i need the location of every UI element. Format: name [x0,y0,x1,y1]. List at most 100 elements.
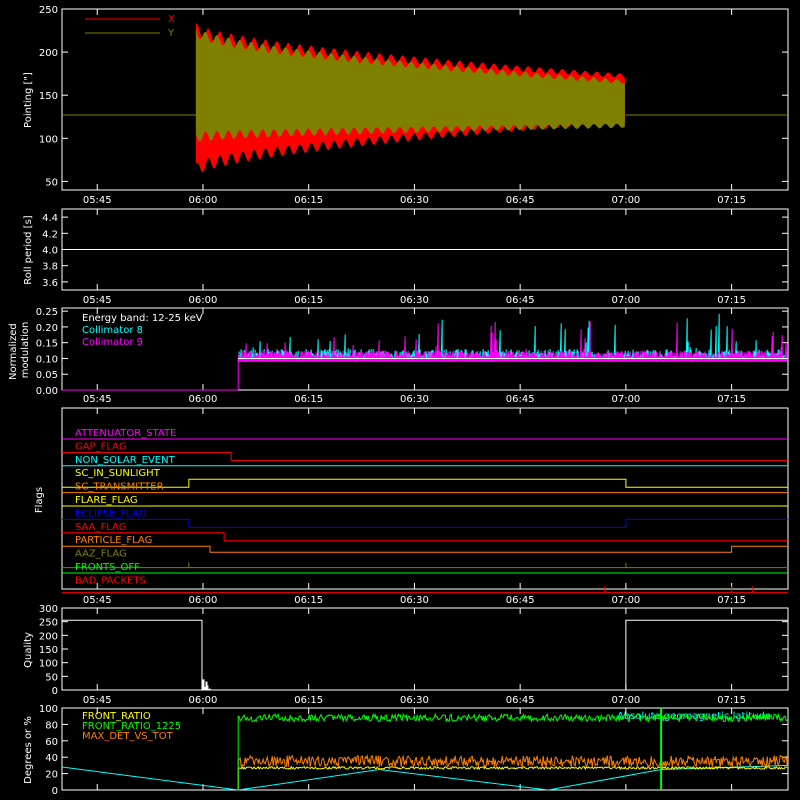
y-tick-label: 200 [39,631,58,642]
y-tick-label: 0.00 [36,386,58,397]
y-tick-label: 0.20 [36,323,58,334]
y-tick-label: 40 [45,753,58,764]
y-tick-label: 0.15 [36,339,58,350]
y-tick-label: 300 [39,604,58,615]
pointing-panel-frame [61,8,789,191]
legend-collimator9: Collimator 9 [82,337,143,348]
time-tick-label: 07:00 [611,195,640,206]
flag-label: GAP_FLAG [75,441,127,452]
time-tick-label: 07:00 [611,695,640,706]
legend-front-ratio-1225: FRONT_RATIO_1225 [82,721,181,732]
flag-label: SAA_FLAG [75,522,126,533]
time-tick-label: 05:45 [83,595,112,606]
y-tick-label: 60 [45,737,58,748]
legend-y-label: Y [167,28,175,39]
time-tick-label: 06:15 [294,695,323,706]
legend-front-ratio: FRONT_RATIO [82,711,151,722]
time-tick-label: 07:15 [717,394,746,405]
time-tick-label: 07:15 [717,195,746,206]
plot-layer: 05:45 06:00 06:15 06:30 06:45 07:00 07:15 05:45… [36,5,789,797]
energy-band-label: Energy band: 12-25 keV [82,313,203,324]
roll-ylabel: Roll period [s] [23,215,34,284]
series-geomag-latitude [61,764,789,791]
y-tick-label: 0 [52,686,58,697]
flags-ylabel: Flags [34,487,45,513]
flag-line [62,532,788,542]
time-tick-label: 06:30 [400,595,429,606]
flag-label: FLARE_FLAG [75,495,138,506]
time-tick-label: 06:45 [506,695,535,706]
time-tick-label: 07:15 [717,695,746,706]
y-tick-label: 3.8 [42,262,58,273]
modulation-panel-frame [61,307,789,391]
time-tick-label: 06:30 [400,695,429,706]
geomag-label: Absolute geomagnetic latitude [617,711,771,722]
pointing-ylabel: Pointing ["] [23,72,34,128]
time-tick-label: 06:45 [506,195,535,206]
y-tick-label: 200 [39,48,58,59]
y-tick-label: 250 [39,618,58,629]
time-tick-label: 06:45 [506,595,535,606]
series-max-det [237,753,788,790]
flag-line [62,518,788,528]
time-tick-label: 06:30 [400,195,429,206]
y-tick-label: 0.05 [36,370,58,381]
flag-line [62,451,788,461]
y-tick-label: 0.10 [36,354,58,365]
flag-label: FRONTS_OFF [75,562,140,573]
time-tick-label: 07:00 [611,295,640,306]
flag-label: NON_SOLAR_EVENT [75,455,176,466]
legend-x-label: X [168,14,175,25]
flag-label: ECLIPSE_FLAG [75,508,146,519]
flag-label: SC_IN_SUNLIGHT [75,468,161,479]
time-tick-label: 06:15 [294,394,323,405]
time-tick-label: 07:00 [611,595,640,606]
y-tick-label: 4.2 [42,229,58,240]
y-tick-label: 100 [39,659,58,670]
y-tick-label: 50 [45,177,58,188]
time-tick-label: 06:00 [189,595,218,606]
y-tick-label: 100 [39,704,58,715]
time-tick-label: 06:00 [189,295,218,306]
quality-line [62,619,788,691]
y-tick-label: 4.0 [42,246,58,257]
time-tick-label: 06:30 [400,394,429,405]
y-tick-label: 0 [52,786,58,797]
time-tick-label: 06:15 [294,595,323,606]
y-tick-label: 250 [39,5,58,16]
legend-collimator8: Collimator 8 [82,325,143,336]
y-tick-label: 150 [39,91,58,102]
y-tick-label: 50 [45,672,58,683]
flag-line [62,586,788,593]
degrees-panel-frame [61,707,789,791]
time-tick-label: 06:00 [189,394,218,405]
y-tick-label: 100 [39,134,58,145]
legend-max-det: MAX_DET_VS_TOT [82,731,174,742]
flag-label: AAZ_FLAG [75,549,127,560]
degrees-ylabel: Degrees or % [23,716,34,784]
y-tick-label: 4.4 [42,213,58,224]
time-tick-label: 06:00 [189,695,218,706]
time-tick-label: 06:30 [400,295,429,306]
series-front-ratio-1225 [237,712,788,790]
y-tick-label: 150 [39,645,58,656]
time-tick-label: 06:45 [506,295,535,306]
time-tick-label: 06:00 [189,195,218,206]
modulation-ylabel-line1: Normalized [8,323,19,380]
series-front-ratio [237,765,788,790]
series-collimator9 [237,321,788,362]
flag-label: ATTENUATOR_STATE [75,428,176,439]
time-tick-label: 05:45 [83,295,112,306]
time-tick-label: 06:45 [506,394,535,405]
y-tick-label: 3.6 [42,278,58,289]
time-tick-label: 07:15 [717,595,746,606]
y-tick-label: 0.25 [36,307,58,318]
flag-line [62,562,788,569]
time-tick-label: 07:15 [717,295,746,306]
y-tick-label: 20 [45,770,58,781]
time-tick-label: 07:00 [611,394,640,405]
time-tick-label: 06:15 [294,295,323,306]
flag-line [62,545,788,553]
quality-ylabel: Quality [23,632,34,668]
